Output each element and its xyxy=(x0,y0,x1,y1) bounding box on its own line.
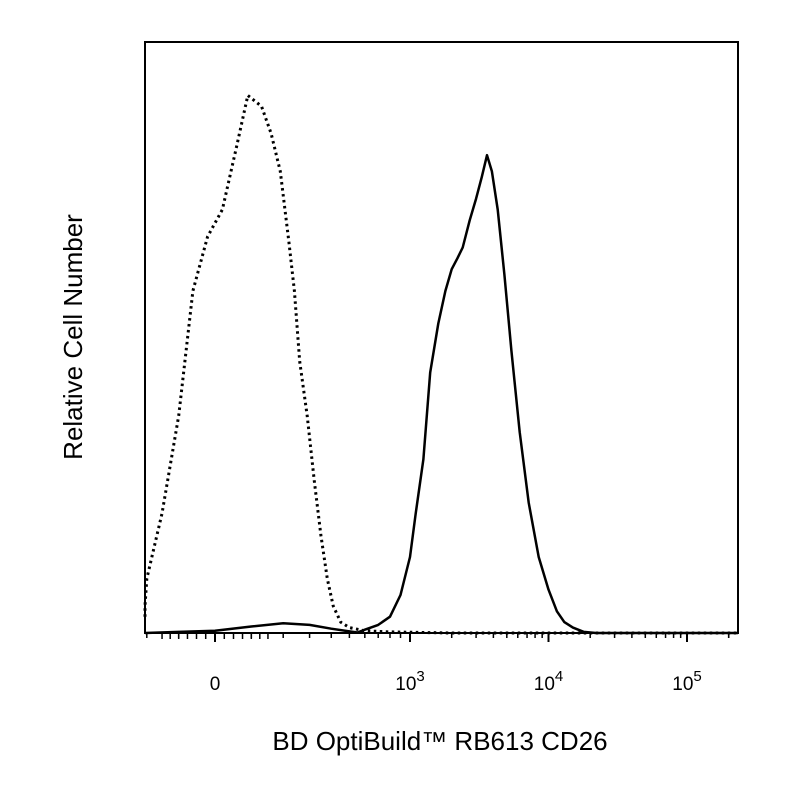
plot-area xyxy=(144,41,739,634)
x-axis-title: BD OptiBuild™ RB613 CD26 xyxy=(272,726,607,756)
x-axis-tick-labels: 0 103 104 105 xyxy=(210,668,702,695)
series-line-dotted xyxy=(143,93,738,635)
x-tick-label: 105 xyxy=(672,668,701,695)
series-layer xyxy=(143,93,738,635)
series-line-solid xyxy=(144,153,738,635)
x-tick-label: 104 xyxy=(534,668,563,695)
x-tick-label: 0 xyxy=(210,674,221,695)
plot-frame xyxy=(144,41,739,634)
y-axis-title: Relative Cell Number xyxy=(58,214,88,460)
x-axis-ticks xyxy=(146,633,730,642)
x-tick-label: 103 xyxy=(395,668,424,695)
